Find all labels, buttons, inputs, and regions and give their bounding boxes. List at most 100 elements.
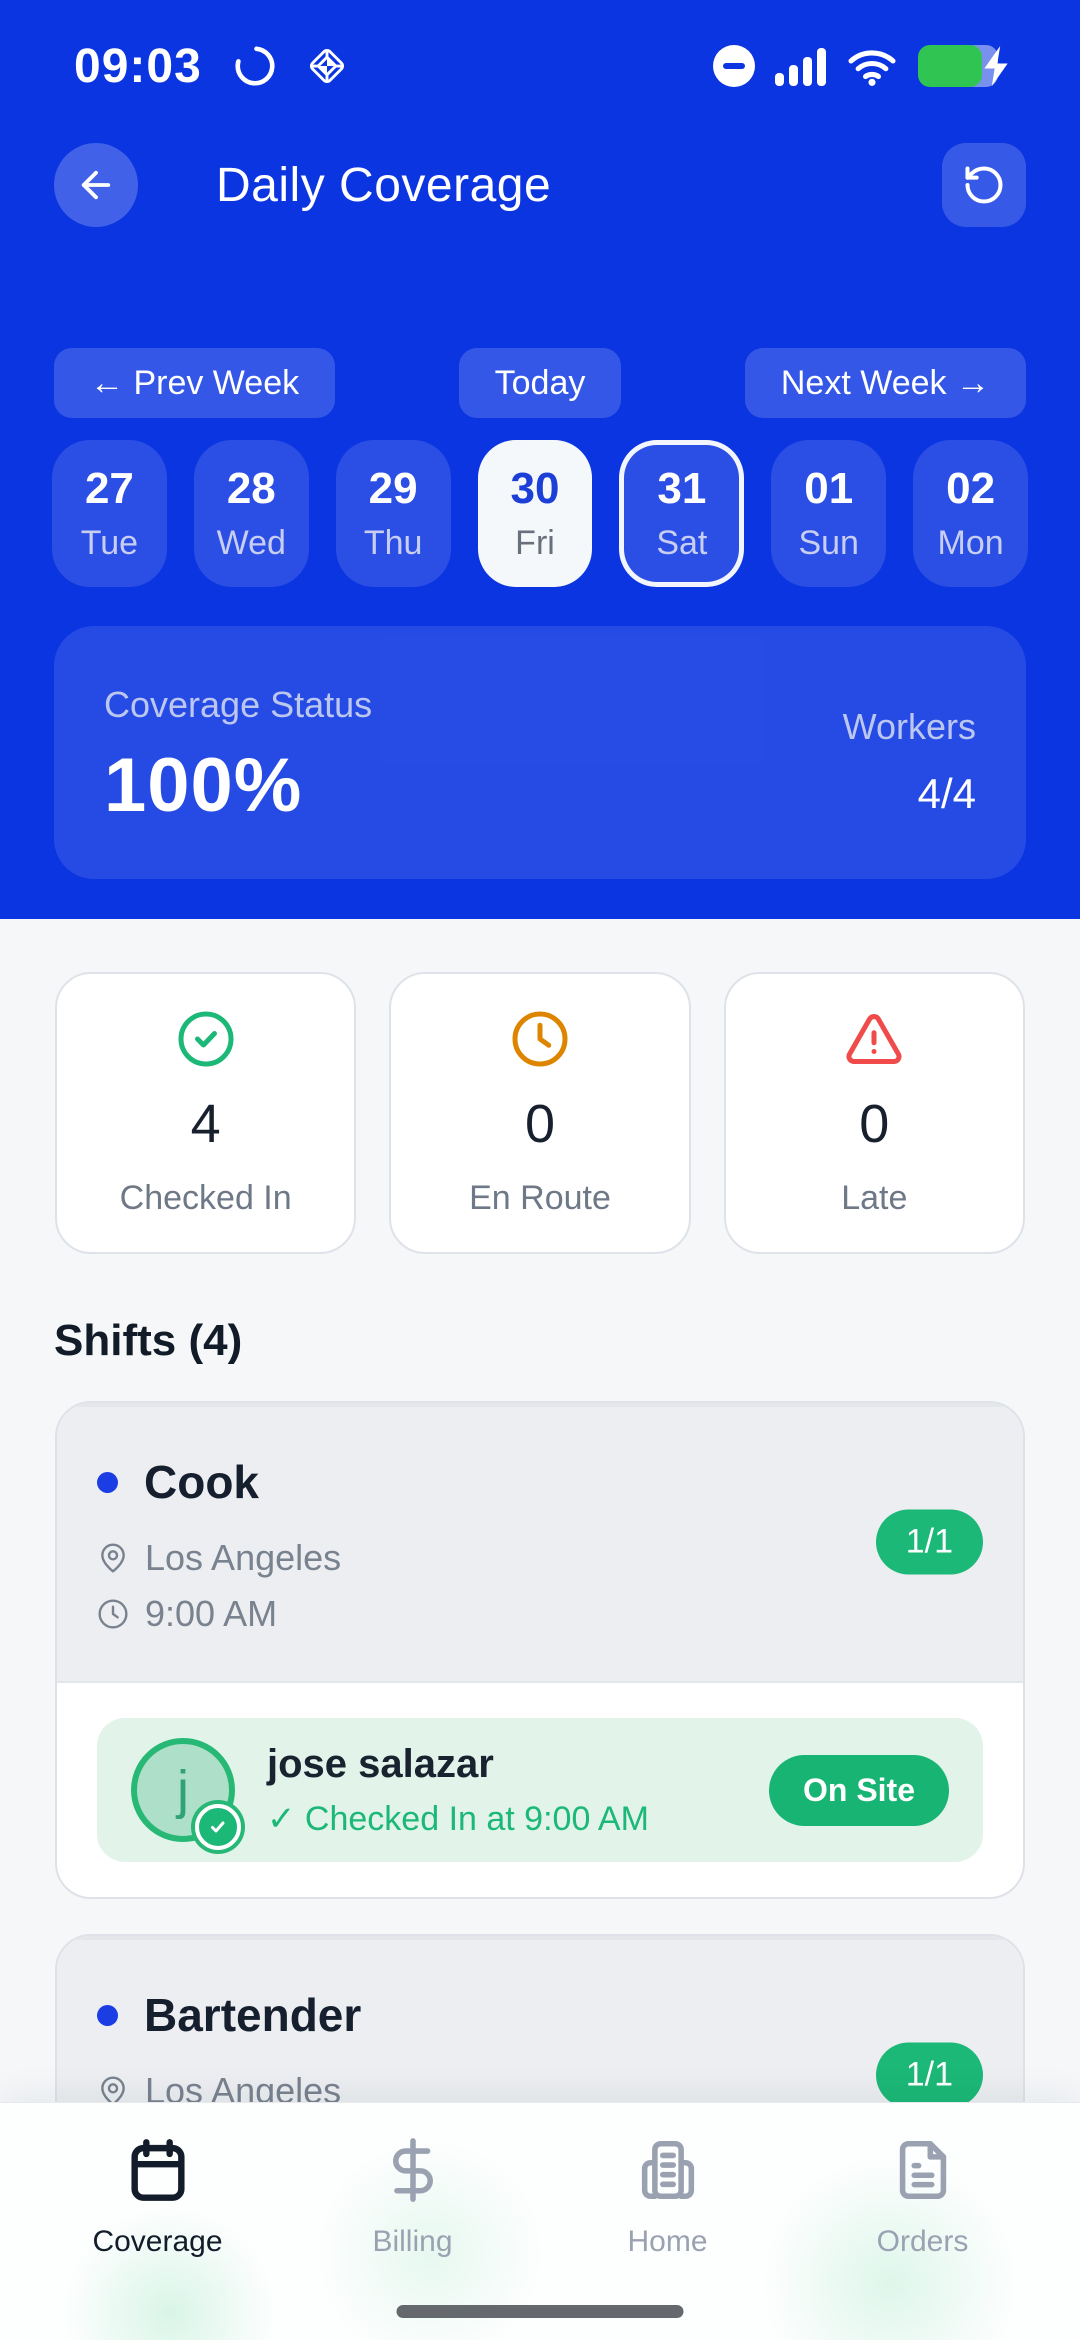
date-chip-29[interactable]: 29 Thu [335,440,451,587]
dollar-icon [392,2138,433,2202]
do-not-disturb-icon [713,45,755,87]
date-chip-row: 27 Tue 28 Wed 29 Thu 30 Fri 31 Sat 01 Su… [0,440,1080,587]
date-chip-01[interactable]: 01 Sun [771,440,887,587]
filled-count-badge: 1/1 [875,1509,983,1575]
diamond-app-icon [309,48,344,84]
stat-card-late: 0 Late [723,972,1025,1254]
charging-bolt-icon [984,46,1008,86]
coverage-right: Workers 4/4 [843,684,976,829]
shift-role: Bartender [144,1989,362,2041]
date-chip-31-today[interactable]: 31 Sat [619,440,745,587]
on-site-badge: On Site [768,1754,949,1826]
date-chip-30-selected[interactable]: 30 Fri [477,440,593,587]
stat-label: Checked In [119,1178,292,1217]
stat-card-en-route: 0 En Route [389,972,691,1254]
date-number: 29 [368,464,418,513]
worker-info: jose salazar ✓ Checked In at 9:00 AM [267,1742,737,1839]
home-indicator[interactable] [396,2305,684,2318]
shift-time-row: 9:00 AM [97,1593,983,1635]
role-dot-icon [97,1471,118,1493]
date-number: 28 [226,464,276,513]
shift-header[interactable]: Cook Los Angeles 9:00 AM 1/1 [57,1403,1023,1681]
date-number: 31 [657,464,707,513]
avatar: j [131,1738,241,1850]
date-number: 02 [946,464,996,513]
clock-small-icon [98,1599,128,1629]
worker-status: ✓ Checked In at 9:00 AM [267,1799,649,1838]
date-chip-27[interactable]: 27 Tue [52,440,167,587]
nav-item-home[interactable]: Home [540,2135,795,2259]
shift-location: Los Angeles [145,1537,342,1578]
check-circle-icon [178,1011,234,1066]
wifi-icon [848,50,896,86]
shift-card-cook: Cook Los Angeles 9:00 AM 1/1 [55,1401,1025,1899]
document-icon [899,2140,946,2200]
building-icon [641,2140,694,2200]
page-title: Daily Coverage [216,158,552,212]
status-bar: 09:03 [0,0,1080,118]
coverage-percent: 100% [104,743,303,828]
worker-row[interactable]: j jose salazar ✓ Checked In at 9:00 AM O… [97,1718,983,1862]
workers-label: Workers [842,706,976,747]
prev-week-button[interactable]: ← Prev Week [54,348,336,418]
date-chip-02[interactable]: 02 Mon [913,440,1029,587]
date-chip-28[interactable]: 28 Wed [193,440,309,587]
next-week-button[interactable]: Next Week → [744,348,1026,418]
shift-location-row: Los Angeles [97,2070,983,2112]
arrow-left-icon [81,170,111,200]
shift-role: Cook [144,1456,259,1508]
date-number: 27 [84,464,134,513]
stat-label: En Route [469,1178,611,1217]
role-row: Cook [97,1455,983,1509]
status-left-icons [232,43,350,89]
date-day: Wed [216,524,286,562]
date-day: Mon [937,524,1004,562]
stat-value: 0 [859,1093,890,1154]
clock-icon [512,1011,568,1066]
shift-body: j jose salazar ✓ Checked In at 9:00 AM O… [57,1681,1023,1897]
shift-location-row: Los Angeles [97,1537,983,1579]
filled-count-badge: 1/1 [875,2042,983,2108]
stat-label: Late [841,1178,908,1217]
date-day: Sat [656,524,708,562]
shift-time: 9:00 AM [145,1593,278,1634]
stat-value: 4 [190,1093,221,1154]
nav-item-coverage[interactable]: Coverage [30,2135,285,2259]
app-header: Daily Coverage [0,122,1080,248]
refresh-button[interactable] [942,143,1026,227]
checked-in-badge-icon [195,1804,241,1850]
status-time: 09:03 [74,39,202,93]
role-row: Bartender [97,1988,983,2042]
nav-item-billing[interactable]: Billing [285,2135,540,2259]
battery-icon [918,45,1010,87]
shift-location: Los Angeles [145,2070,342,2111]
nav-label: Orders [876,2225,969,2258]
nav-label: Billing [372,2225,453,2258]
date-day: Thu [363,524,423,562]
loading-spinner-icon [235,46,275,86]
shift-meta: Los Angeles 9:00 AM [97,1537,983,1635]
status-right-icons [713,45,1010,87]
hero-section: 09:03 [0,0,1080,919]
worker-name: jose salazar [267,1741,494,1786]
date-day: Sun [798,524,859,562]
back-button[interactable] [54,143,138,227]
calendar-icon [130,2139,185,2201]
nav-item-orders[interactable]: Orders [795,2135,1050,2259]
map-pin-icon [101,1543,125,1573]
coverage-status-card: Coverage Status 100% Workers 4/4 [54,626,1026,879]
nav-label: Home [627,2225,708,2258]
map-pin-icon [101,2076,125,2106]
stat-value: 0 [524,1093,556,1154]
date-day: Fri [515,524,555,562]
stats-row: 4 Checked In 0 En Route 0 Late [55,972,1025,1254]
alert-triangle-icon [846,1013,902,1064]
refresh-icon [965,166,1003,204]
role-dot-icon [97,2004,118,2026]
signal-icon [775,46,826,86]
date-number: 30 [510,464,560,513]
avatar-initial: j [131,1738,235,1842]
today-button[interactable]: Today [458,348,622,418]
date-number: 01 [804,464,854,513]
